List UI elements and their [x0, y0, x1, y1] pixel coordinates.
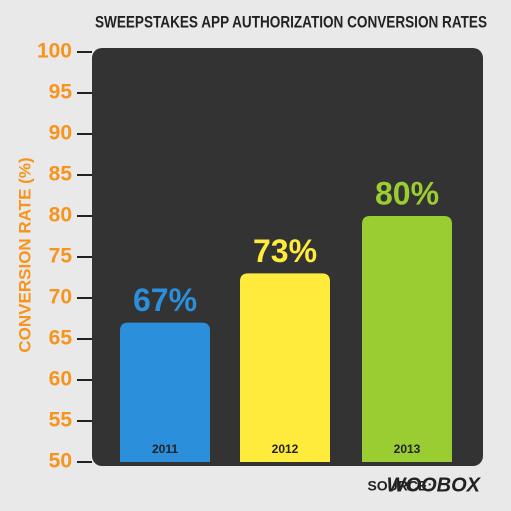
bar	[362, 216, 452, 462]
y-tick-label: 65	[49, 327, 73, 350]
y-tick-label: 70	[49, 286, 72, 309]
y-tick-label: 80	[49, 204, 72, 227]
value-label: 80%	[375, 175, 439, 211]
y-tick-label: 95	[49, 81, 73, 104]
x-tick-label: 2012	[272, 442, 299, 456]
bar	[120, 322, 210, 462]
source-name: WOOBOX	[387, 474, 482, 496]
y-tick-label: 85	[49, 163, 73, 186]
y-axis-label: CONVERSION RATE (%)	[15, 157, 34, 352]
y-tick-label: 90	[49, 122, 72, 145]
bar	[240, 273, 330, 462]
x-tick-label: 2013	[394, 442, 421, 456]
y-tick-label: 75	[49, 245, 73, 268]
y-tick-label: 50	[49, 450, 72, 473]
y-tick-label: 100	[37, 40, 72, 63]
value-label: 73%	[253, 233, 317, 269]
source-label: SOURCE:	[367, 478, 432, 494]
chart-title: SWEEPSTAKES APP AUTHORIZATION CONVERSION…	[95, 12, 487, 31]
x-tick-label: 2011	[152, 442, 178, 456]
y-tick-label: 60	[49, 368, 72, 391]
value-label: 67%	[133, 282, 197, 318]
y-tick-label: 55	[49, 409, 73, 432]
